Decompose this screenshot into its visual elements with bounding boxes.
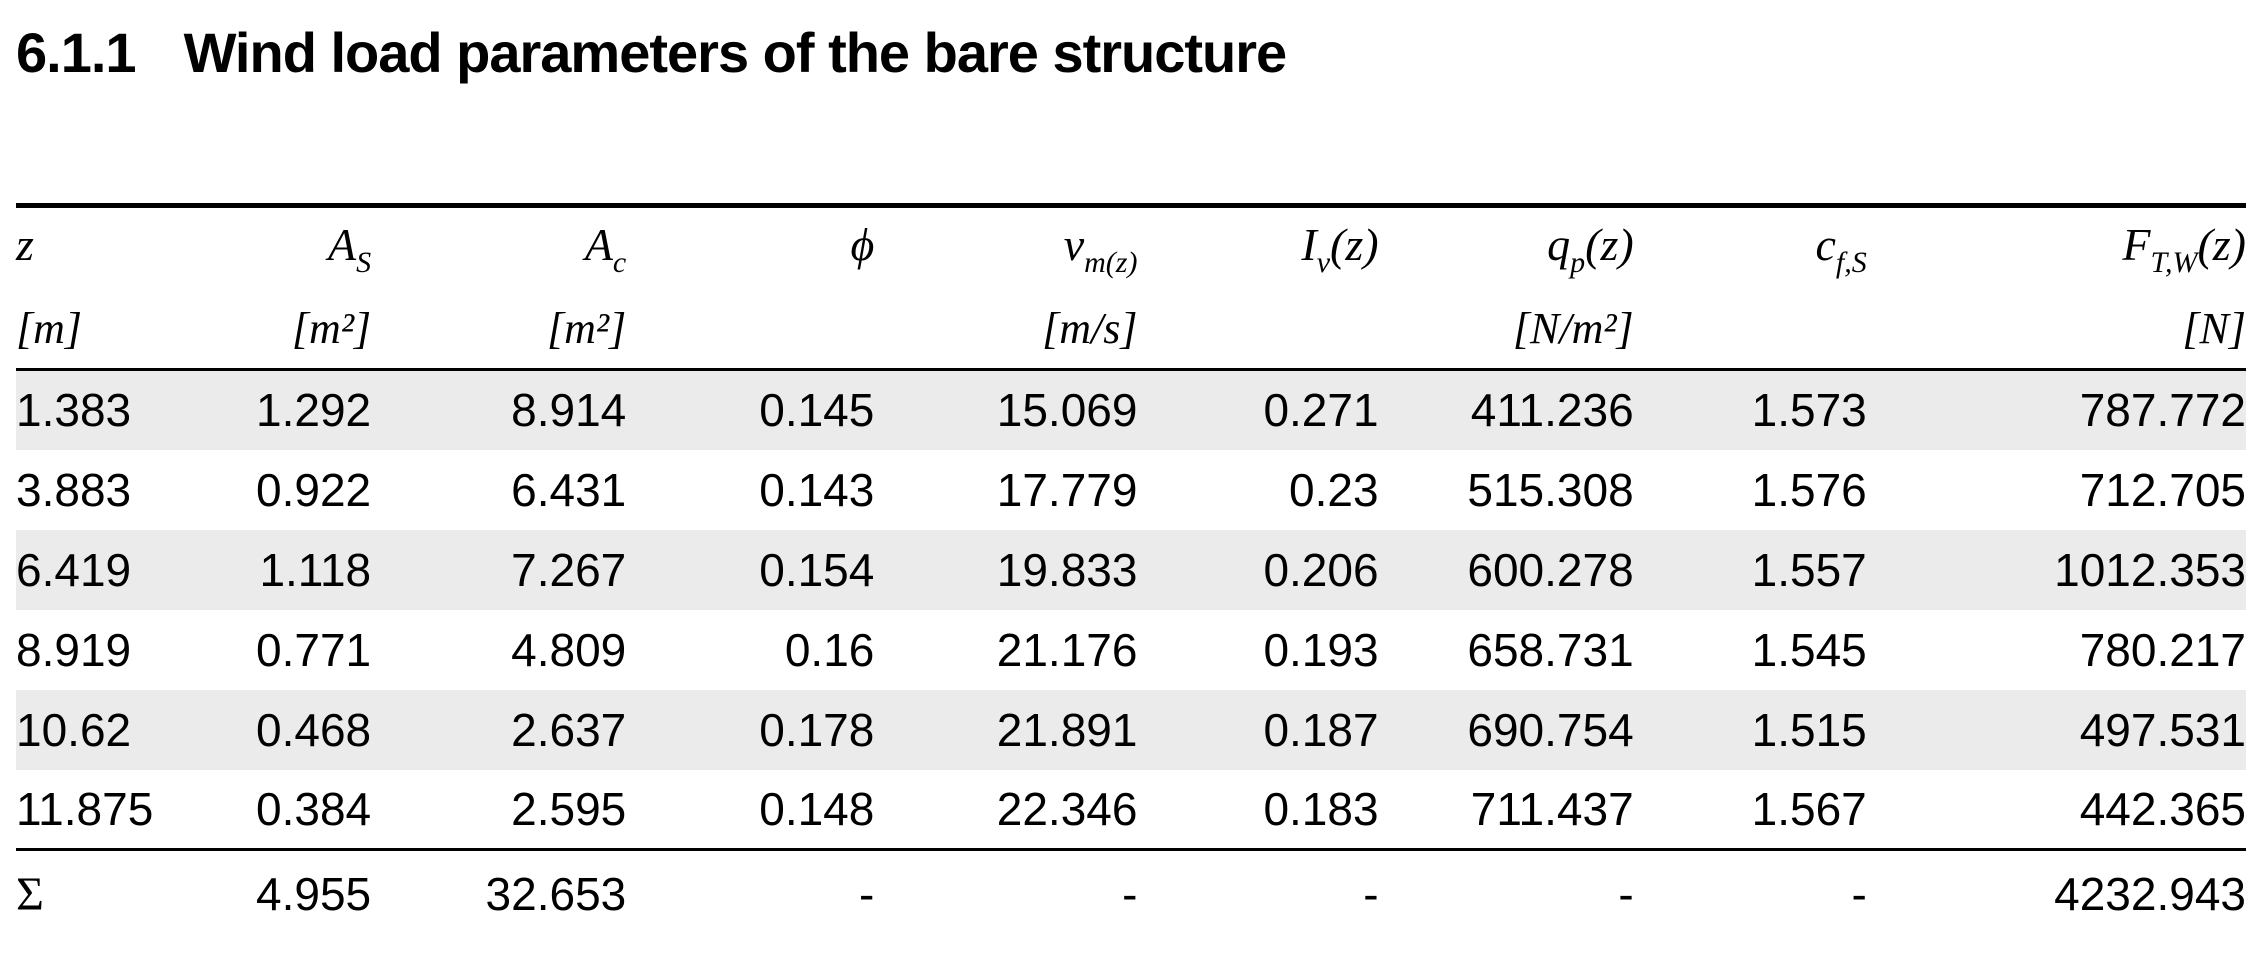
table-cell: 7.267 bbox=[511, 543, 627, 596]
unit-Ivz bbox=[1137, 290, 1378, 370]
table-cell: 411.236 bbox=[1470, 384, 1634, 437]
sum-cell: - bbox=[1618, 868, 1634, 921]
col-header-cfS: cf,S bbox=[1815, 218, 1867, 279]
header-symbol-row: z AS Ac ϕ vm(z) Iv(z) qp(z) cf,S FT,W(z) bbox=[16, 206, 2246, 290]
table-cell: 0.271 bbox=[1263, 384, 1379, 437]
table-cell: 0.468 bbox=[256, 703, 372, 756]
unit-vmz: [m/s] bbox=[1042, 304, 1138, 354]
table-row: 10.62 0.468 2.637 0.178 21.891 0.187 690.754 1.… bbox=[16, 689, 2246, 770]
table-cell: 515.308 bbox=[1467, 463, 1634, 516]
table-row: 1.383 1.292 8.914 0.145 15.069 0.271 411.236 1.… bbox=[16, 369, 2246, 450]
table-row: 11.875 0.384 2.595 0.148 22.346 0.183 711.437 1… bbox=[16, 770, 2246, 850]
table-cell: 780.217 bbox=[2079, 623, 2246, 676]
table-cell: 1.383 bbox=[16, 384, 132, 437]
table-body: 1.383 1.292 8.914 0.145 15.069 0.271 411.236 1.… bbox=[16, 369, 2246, 850]
table-cell: 0.384 bbox=[256, 782, 372, 835]
col-header-qpz: qp(z) bbox=[1547, 218, 1634, 279]
col-header-As: AS bbox=[328, 218, 372, 279]
unit-FTWz: [N] bbox=[2182, 304, 2246, 354]
table-cell: 6.431 bbox=[511, 463, 627, 516]
table-cell: 21.176 bbox=[996, 623, 1138, 676]
table-row: 3.883 0.922 6.431 0.143 17.779 0.23 515.308 1.5… bbox=[16, 450, 2246, 530]
table-cell: 0.16 bbox=[784, 623, 875, 676]
table-cell: 0.206 bbox=[1263, 543, 1379, 596]
table-cell: 6.419 bbox=[16, 543, 132, 596]
header-unit-row: [m] [m²] [m²] [m/s] [N/m²] [N] bbox=[16, 290, 2246, 370]
col-header-Ac: Ac bbox=[584, 218, 627, 279]
table-cell: 0.187 bbox=[1263, 703, 1379, 756]
section-number: 6.1.1 bbox=[16, 21, 137, 84]
sum-cell: - bbox=[859, 868, 875, 921]
table-cell: 1.545 bbox=[1751, 623, 1867, 676]
table-cell: 1.557 bbox=[1751, 543, 1867, 596]
unit-Ac: [m²] bbox=[547, 304, 627, 354]
table-cell: 0.154 bbox=[759, 543, 875, 596]
table-cell: 8.914 bbox=[511, 384, 627, 437]
sum-cell: - bbox=[1122, 868, 1138, 921]
table-cell: 1.515 bbox=[1751, 703, 1867, 756]
table-cell: 3.883 bbox=[16, 463, 132, 516]
unit-cfS bbox=[1634, 290, 1867, 370]
section-title-text: Wind load parameters of the bare structu… bbox=[183, 21, 1288, 84]
unit-qpz: [N/m²] bbox=[1512, 304, 1634, 354]
table-cell: 0.23 bbox=[1289, 463, 1379, 516]
col-header-phi: ϕ bbox=[850, 218, 875, 270]
table-cell: 1.573 bbox=[1751, 384, 1867, 437]
section-heading: 6.1.1 Wind load parameters of the bare st… bbox=[16, 20, 2246, 85]
table-cell: 2.637 bbox=[511, 703, 627, 756]
table-cell: 0.148 bbox=[759, 782, 875, 835]
col-header-FTWz: FT,W(z) bbox=[2122, 218, 2246, 279]
table-cell: 19.833 bbox=[996, 543, 1138, 596]
wind-load-parameters-table: z AS Ac ϕ vm(z) Iv(z) qp(z) cf,S FT,W(z)… bbox=[16, 203, 2246, 938]
table-cell: 0.771 bbox=[256, 623, 372, 676]
table-cell: 0.178 bbox=[759, 703, 875, 756]
table-cell: 0.183 bbox=[1263, 782, 1379, 835]
table-cell: 0.143 bbox=[759, 463, 875, 516]
table-cell: 1.567 bbox=[1751, 782, 1867, 835]
table-sum-row-container: Σ 4.955 32.653 - - - - - 4232.943 bbox=[16, 849, 2246, 938]
table-cell: 22.346 bbox=[996, 782, 1138, 835]
table-cell: 1.118 bbox=[259, 543, 372, 596]
table-cell: 1.292 bbox=[256, 384, 372, 437]
table-cell: 15.069 bbox=[996, 384, 1138, 437]
sum-sigma-label: Σ bbox=[16, 867, 44, 921]
table-cell: 4.809 bbox=[511, 623, 627, 676]
table-cell: 8.919 bbox=[16, 623, 132, 676]
sum-cell: - bbox=[1363, 868, 1379, 921]
table-cell: 787.772 bbox=[2079, 384, 2246, 437]
table-cell: 2.595 bbox=[511, 782, 627, 835]
table-cell: 600.278 bbox=[1467, 543, 1634, 596]
table-cell: 712.705 bbox=[2079, 463, 2246, 516]
unit-phi bbox=[626, 290, 874, 370]
table-cell: 497.531 bbox=[2079, 703, 2246, 756]
table-row: 6.419 1.118 7.267 0.154 19.833 0.206 600.278 1.… bbox=[16, 529, 2246, 610]
sum-cell: 32.653 bbox=[485, 868, 627, 921]
table-cell: 21.891 bbox=[996, 703, 1138, 756]
table-sum-row: Σ 4.955 32.653 - - - - - 4232.943 bbox=[16, 849, 2246, 938]
sum-cell: - bbox=[1851, 868, 1867, 921]
table-header: z AS Ac ϕ vm(z) Iv(z) qp(z) cf,S FT,W(z)… bbox=[16, 206, 2246, 370]
table-cell: 17.779 bbox=[996, 463, 1138, 516]
unit-As: [m²] bbox=[291, 304, 372, 354]
col-header-z: z bbox=[16, 218, 34, 270]
table-cell: 0.145 bbox=[759, 384, 875, 437]
table-cell: 10.62 bbox=[16, 703, 132, 756]
sum-cell: 4.955 bbox=[256, 868, 372, 921]
table-row: 8.919 0.771 4.809 0.16 21.176 0.193 658.731 1.5… bbox=[16, 610, 2246, 690]
table-cell: 690.754 bbox=[1467, 703, 1634, 756]
table-cell: 11.875 bbox=[16, 782, 154, 835]
table-cell: 1.576 bbox=[1751, 463, 1867, 516]
table-cell: 711.437 bbox=[1470, 782, 1634, 835]
sum-cell: 4232.943 bbox=[2054, 868, 2246, 921]
table-cell: 0.922 bbox=[256, 463, 372, 516]
table-cell: 442.365 bbox=[2079, 782, 2246, 835]
table-cell: 0.193 bbox=[1263, 623, 1379, 676]
unit-z: [m] bbox=[16, 304, 83, 354]
table-cell: 658.731 bbox=[1467, 623, 1634, 676]
col-header-vmz: vm(z) bbox=[1063, 218, 1138, 279]
table-cell: 1012.353 bbox=[2054, 543, 2246, 596]
col-header-Ivz: Iv(z) bbox=[1301, 218, 1379, 279]
